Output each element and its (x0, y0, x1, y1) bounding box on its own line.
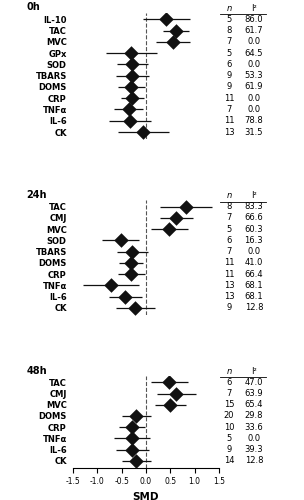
Text: 33.6: 33.6 (244, 422, 263, 432)
Text: I²: I² (251, 367, 257, 376)
Point (167, 225, 172, 233)
Text: 48h: 48h (26, 366, 47, 376)
Point (183, 202, 188, 210)
Text: 7: 7 (226, 38, 232, 46)
Point (130, 94, 135, 102)
Point (170, 38, 175, 46)
Text: 16.3: 16.3 (245, 236, 263, 245)
Text: 60.3: 60.3 (245, 224, 263, 234)
Text: 68.1: 68.1 (245, 292, 263, 301)
Point (174, 390, 178, 398)
Text: 0.0: 0.0 (247, 60, 261, 69)
Text: 39.3: 39.3 (245, 445, 263, 454)
Text: 9: 9 (226, 304, 232, 312)
Point (129, 270, 134, 278)
Point (167, 378, 172, 386)
Text: 11: 11 (224, 116, 234, 125)
Point (129, 259, 134, 267)
Text: 11: 11 (224, 258, 234, 268)
Text: 7: 7 (226, 247, 232, 256)
Text: 24h: 24h (26, 190, 47, 200)
Text: 61.9: 61.9 (245, 82, 263, 92)
Point (129, 49, 134, 57)
Text: I²: I² (251, 4, 257, 13)
Point (123, 292, 128, 300)
Text: 9: 9 (226, 71, 232, 80)
Text: 5: 5 (226, 15, 232, 24)
Text: 11: 11 (224, 270, 234, 278)
Text: 15: 15 (224, 400, 234, 409)
Point (130, 60, 135, 68)
Point (174, 214, 178, 222)
Text: 47.0: 47.0 (245, 378, 263, 387)
Text: 9: 9 (226, 445, 232, 454)
Text: 0.0: 0.0 (247, 38, 261, 46)
Text: 68.1: 68.1 (245, 281, 263, 290)
Text: 0.0: 0.0 (247, 434, 261, 443)
Text: 14: 14 (224, 456, 234, 466)
Point (133, 304, 138, 312)
Text: 29.8: 29.8 (245, 412, 263, 420)
Text: 7: 7 (226, 214, 232, 222)
Text: n: n (226, 4, 232, 13)
Text: 5: 5 (226, 224, 232, 234)
Text: 13: 13 (224, 292, 234, 301)
Text: 7: 7 (226, 389, 232, 398)
Text: 66.6: 66.6 (244, 214, 263, 222)
Text: 11: 11 (224, 94, 234, 102)
Point (118, 236, 123, 244)
Point (130, 434, 135, 442)
Text: 31.5: 31.5 (245, 128, 263, 136)
Text: 20: 20 (224, 412, 234, 420)
Point (168, 401, 173, 409)
Text: n: n (226, 192, 232, 200)
Point (164, 16, 169, 24)
Text: 5: 5 (226, 434, 232, 443)
X-axis label: SMD: SMD (133, 492, 159, 500)
Text: 0.0: 0.0 (247, 105, 261, 114)
Text: 78.8: 78.8 (244, 116, 263, 125)
Text: 13: 13 (224, 281, 234, 290)
Text: 61.7: 61.7 (245, 26, 263, 35)
Text: 6: 6 (226, 378, 232, 387)
Point (134, 412, 139, 420)
Text: 8: 8 (226, 202, 232, 211)
Point (130, 423, 135, 431)
Text: 0h: 0h (26, 2, 40, 12)
Text: 41.0: 41.0 (245, 258, 263, 268)
Text: 0.0: 0.0 (247, 94, 261, 102)
Point (174, 26, 178, 34)
Point (128, 116, 133, 124)
Point (134, 457, 139, 465)
Text: I²: I² (251, 192, 257, 200)
Point (130, 72, 135, 80)
Text: 7: 7 (226, 105, 232, 114)
Point (126, 106, 131, 114)
Text: 83.3: 83.3 (244, 202, 263, 211)
Text: 53.3: 53.3 (245, 71, 263, 80)
Text: 0.0: 0.0 (247, 247, 261, 256)
Point (130, 248, 135, 256)
Point (141, 128, 146, 136)
Text: 64.5: 64.5 (245, 48, 263, 58)
Text: 66.4: 66.4 (245, 270, 263, 278)
Point (129, 83, 134, 91)
Text: 8: 8 (226, 26, 232, 35)
Text: 65.4: 65.4 (245, 400, 263, 409)
Text: 6: 6 (226, 60, 232, 69)
Text: n: n (226, 367, 232, 376)
Text: 13: 13 (224, 128, 234, 136)
Text: 12.8: 12.8 (245, 304, 263, 312)
Text: 10: 10 (224, 422, 234, 432)
Text: 12.8: 12.8 (245, 456, 263, 466)
Text: 63.9: 63.9 (245, 389, 263, 398)
Text: 9: 9 (226, 82, 232, 92)
Text: 6: 6 (226, 236, 232, 245)
Text: 86.0: 86.0 (245, 15, 263, 24)
Point (109, 282, 113, 290)
Text: 5: 5 (226, 48, 232, 58)
Point (130, 446, 135, 454)
